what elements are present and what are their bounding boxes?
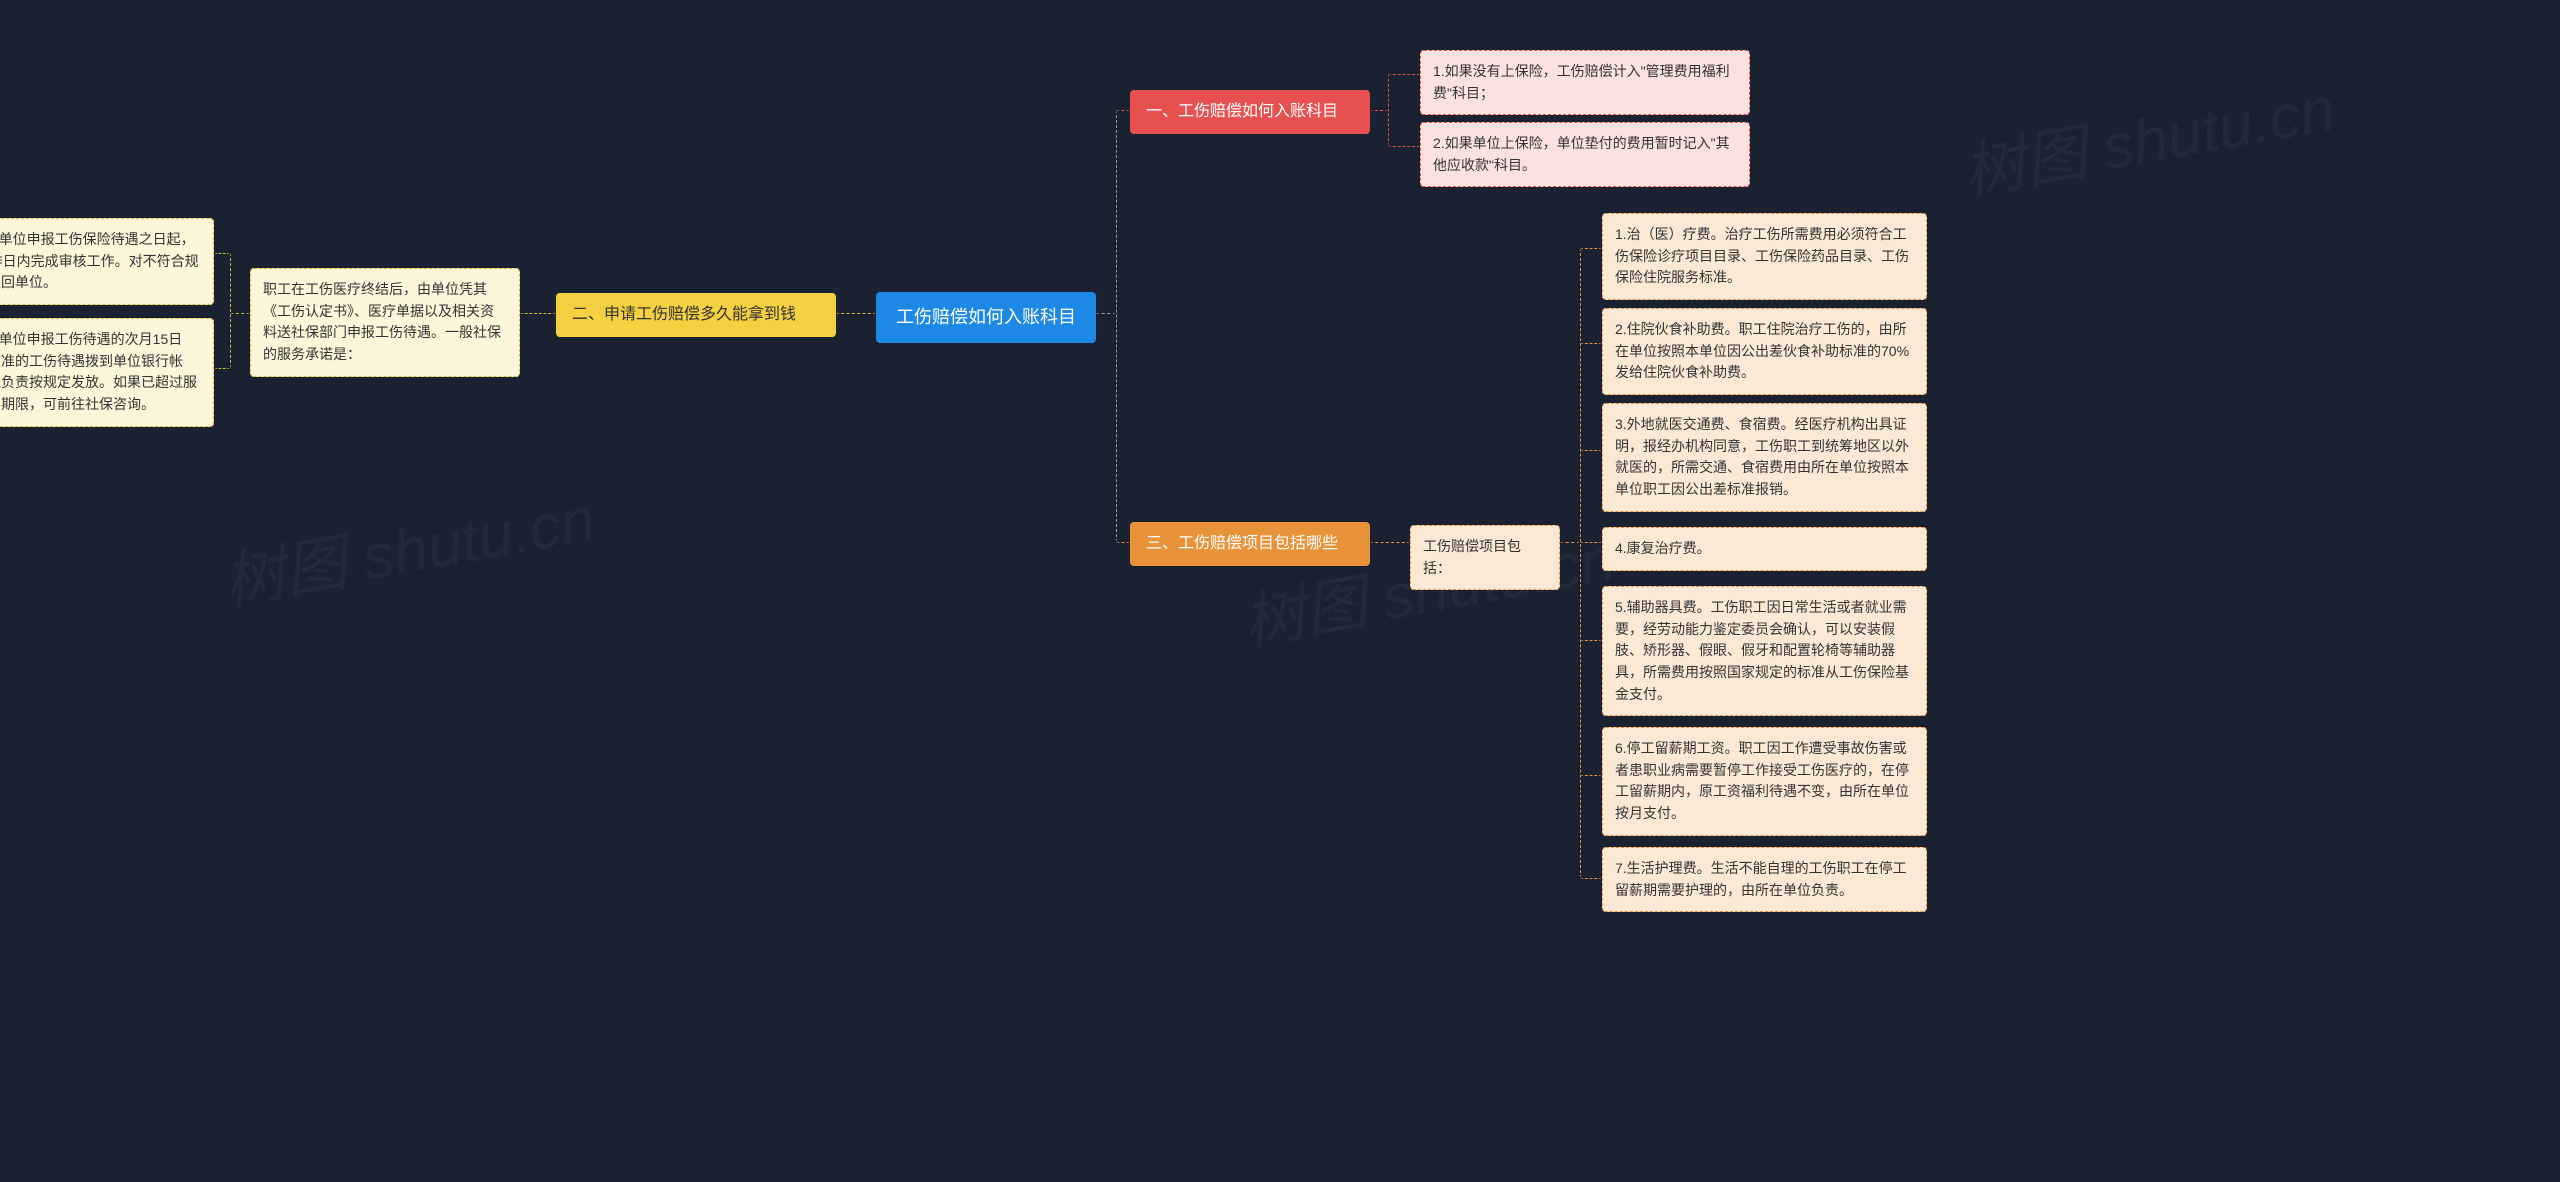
leaf-text: 1.自受理单位申报工伤保险待遇之日起，15个工作日内完成审核工作。对不符合规定的…	[0, 231, 199, 290]
connector	[1116, 542, 1130, 546]
connector	[214, 368, 230, 372]
watermark: 树图 shutu.cn	[215, 468, 601, 622]
connector	[520, 313, 556, 317]
branch-1-leaf-2[interactable]: 2.如果单位上保险，单位垫付的费用暂时记入"其他应收款"科目。	[1420, 122, 1750, 187]
leaf-text: 7.生活护理费。生活不能自理的工伤职工在停工留薪期需要护理的，由所在单位负责。	[1615, 860, 1907, 898]
branch-3-leaf-4[interactable]: 4.康复治疗费。	[1602, 527, 1927, 571]
leaf-text: 5.辅助器具费。工伤职工因日常生活或者就业需要，经劳动能力鉴定委员会确认，可以安…	[1615, 599, 1909, 702]
branch-3-leaf-2[interactable]: 2.住院伙食补助费。职工住院治疗工伤的，由所在单位按照本单位因公出差伙食补助标准…	[1602, 308, 1927, 395]
connector	[1388, 146, 1420, 150]
leaf-text: 1.治（医）疗费。治疗工伤所需费用必须符合工伤保险诊疗项目目录、工伤保险药品目录…	[1615, 226, 1909, 285]
center-node[interactable]: 工伤赔偿如何入账科目	[876, 292, 1096, 343]
branch-3-leaf-7[interactable]: 7.生活护理费。生活不能自理的工伤职工在停工留薪期需要护理的，由所在单位负责。	[1602, 847, 1927, 912]
connector	[1560, 542, 1580, 546]
connector	[1580, 248, 1602, 252]
connector	[1580, 640, 1602, 644]
branch-3-leaf-1[interactable]: 1.治（医）疗费。治疗工伤所需费用必须符合工伤保险诊疗项目目录、工伤保险药品目录…	[1602, 213, 1927, 300]
connector	[1580, 878, 1602, 882]
branch-2[interactable]: 二、申请工伤赔偿多久能拿到钱	[556, 293, 836, 337]
branch-3[interactable]: 三、工伤赔偿项目包括哪些	[1130, 522, 1370, 566]
branch-3-leaf-5[interactable]: 5.辅助器具费。工伤职工因日常生活或者就业需要，经劳动能力鉴定委员会确认，可以安…	[1602, 586, 1927, 716]
connector	[1096, 313, 1116, 317]
leaf-text: 工伤赔偿项目包括：	[1423, 538, 1521, 576]
connector	[1580, 450, 1602, 454]
branch-1-label: 一、工伤赔偿如何入账科目	[1146, 103, 1338, 120]
branch-2-leaf-2[interactable]: 2.自受理单位申报工伤待遇的次月15日前，将核准的工伤待遇拨到单位银行帐户，单位…	[0, 318, 214, 427]
connector	[214, 253, 230, 257]
branch-2-label: 二、申请工伤赔偿多久能拿到钱	[572, 306, 796, 323]
branch-1-leaf-1[interactable]: 1.如果没有上保险，工伤赔偿计入"管理费用福利费"科目；	[1420, 50, 1750, 115]
connector	[230, 253, 234, 368]
leaf-text: 职工在工伤医疗终结后，由单位凭其《工伤认定书》、医疗单据以及相关资料送社保部门申…	[263, 281, 501, 362]
connector	[1370, 542, 1410, 546]
branch-3-leaf-6[interactable]: 6.停工留薪期工资。职工因工作遭受事故伤害或者患职业病需要暂停工作接受工伤医疗的…	[1602, 727, 1927, 836]
connector	[1388, 74, 1392, 146]
leaf-text: 3.外地就医交通费、食宿费。经医疗机构出具证明，报经办机构同意，工伤职工到统筹地…	[1615, 416, 1909, 497]
connector	[1580, 775, 1602, 779]
connector	[836, 313, 876, 317]
leaf-text: 2.住院伙食补助费。职工住院治疗工伤的，由所在单位按照本单位因公出差伙食补助标准…	[1615, 321, 1909, 380]
branch-3-mid[interactable]: 工伤赔偿项目包括：	[1410, 525, 1560, 590]
branch-3-label: 三、工伤赔偿项目包括哪些	[1146, 535, 1338, 552]
watermark: 树图 shutu.cn	[1955, 58, 2341, 212]
branch-3-leaf-3[interactable]: 3.外地就医交通费、食宿费。经医疗机构出具证明，报经办机构同意，工伤职工到统筹地…	[1602, 403, 1927, 512]
leaf-text: 2.如果单位上保险，单位垫付的费用暂时记入"其他应收款"科目。	[1433, 135, 1730, 173]
leaf-text: 4.康复治疗费。	[1615, 540, 1711, 556]
connector	[1370, 110, 1388, 114]
branch-2-leaf-1[interactable]: 1.自受理单位申报工伤保险待遇之日起，15个工作日内完成审核工作。对不符合规定的…	[0, 218, 214, 305]
branch-1[interactable]: 一、工伤赔偿如何入账科目	[1130, 90, 1370, 134]
connector	[1116, 110, 1120, 542]
leaf-text: 2.自受理单位申报工伤待遇的次月15日前，将核准的工伤待遇拨到单位银行帐户，单位…	[0, 331, 197, 412]
leaf-text: 1.如果没有上保险，工伤赔偿计入"管理费用福利费"科目；	[1433, 63, 1730, 101]
connector	[1116, 110, 1130, 114]
branch-2-mid[interactable]: 职工在工伤医疗终结后，由单位凭其《工伤认定书》、医疗单据以及相关资料送社保部门申…	[250, 268, 520, 377]
connector	[1580, 343, 1602, 347]
connector	[1580, 542, 1602, 546]
center-label: 工伤赔偿如何入账科目	[896, 307, 1076, 327]
connector	[1388, 74, 1420, 78]
leaf-text: 6.停工留薪期工资。职工因工作遭受事故伤害或者患职业病需要暂停工作接受工伤医疗的…	[1615, 740, 1909, 821]
